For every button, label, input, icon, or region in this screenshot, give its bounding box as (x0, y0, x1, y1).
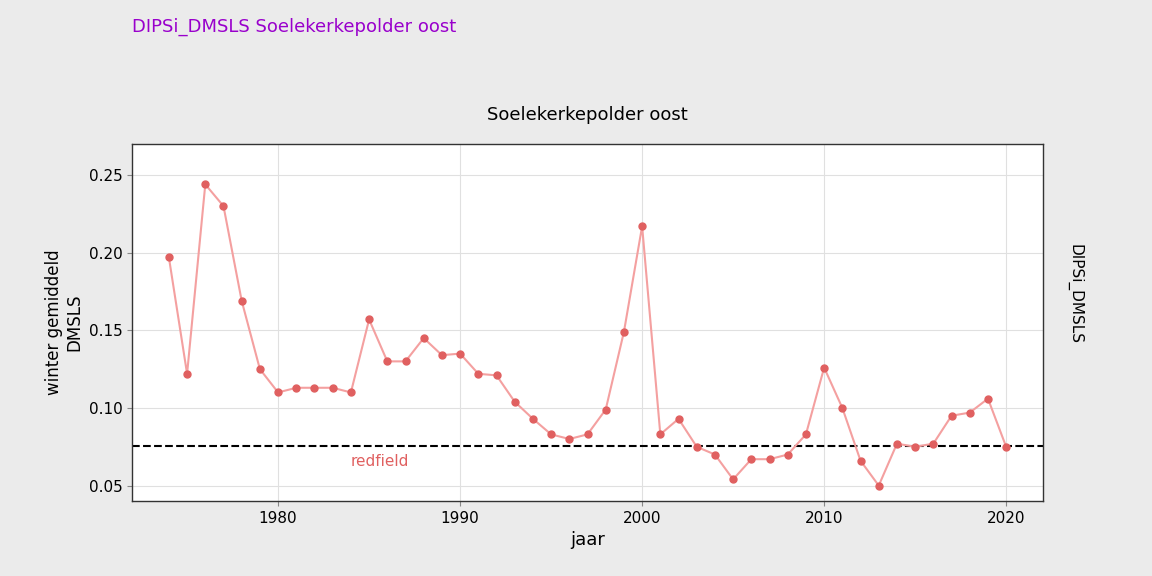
Y-axis label: winter gemiddeld
DMSLS: winter gemiddeld DMSLS (45, 250, 83, 395)
Text: redfield: redfield (351, 454, 409, 469)
Text: DIPSi_DMSLS: DIPSi_DMSLS (1066, 244, 1083, 344)
X-axis label: jaar: jaar (570, 532, 605, 550)
Text: DIPSi_DMSLS Soelekerkepolder oost: DIPSi_DMSLS Soelekerkepolder oost (132, 17, 456, 36)
Text: Soelekerkepolder oost: Soelekerkepolder oost (487, 106, 688, 124)
